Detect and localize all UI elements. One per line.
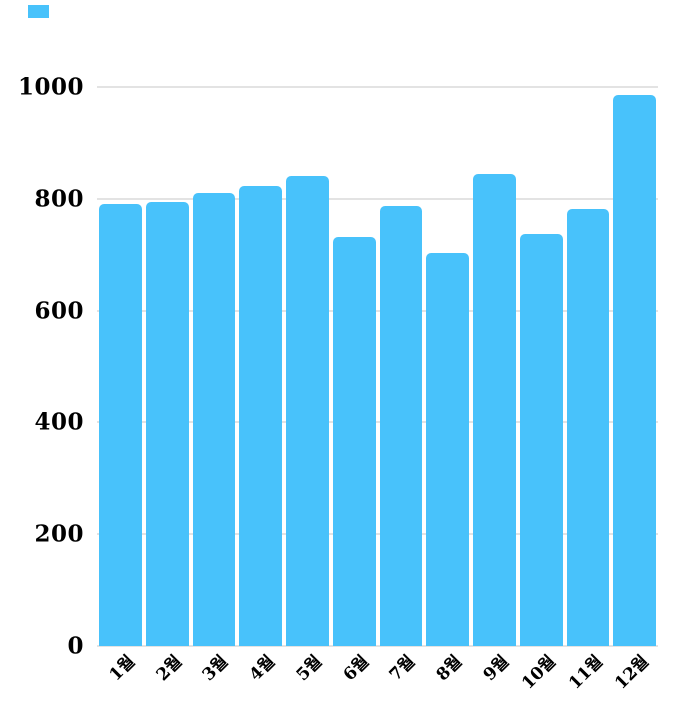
bar-1월 <box>99 204 142 646</box>
x-axis-tick-label: 10월 <box>517 651 560 694</box>
y-axis-tick-label: 0 <box>67 632 84 660</box>
x-axis-tick-label: 9월 <box>479 651 514 686</box>
gridline-800 <box>97 197 658 200</box>
x-axis-tick-label: 3월 <box>199 651 233 686</box>
bar-10월 <box>519 234 563 646</box>
bar-4월 <box>239 185 282 646</box>
x-axis-tick-label: 4월 <box>245 651 280 686</box>
bar-7월 <box>379 206 423 646</box>
bar-8월 <box>426 253 469 646</box>
y-axis: 0 200 400 600 800 1000 <box>0 76 84 658</box>
x-axis-tick-label: 12월 <box>611 651 654 694</box>
x-axis-tick-label: 8월 <box>432 651 467 686</box>
bar-9월 <box>473 174 516 646</box>
bar-2월 <box>145 201 189 646</box>
y-axis-tick-label: 400 <box>34 408 84 436</box>
y-axis-tick-label: 800 <box>34 185 84 213</box>
gridline-0 <box>97 645 658 647</box>
bar-6월 <box>332 237 376 646</box>
bar-5월 <box>286 176 329 646</box>
bar-3월 <box>192 192 236 646</box>
x-axis-tick-label: 2월 <box>152 651 186 686</box>
x-axis-tick-label: 11월 <box>564 651 607 694</box>
x-axis-tick-label: 1월 <box>105 651 140 686</box>
gridline-400 <box>97 421 658 424</box>
y-axis-tick-label: 200 <box>34 520 84 548</box>
x-axis-tick-label: 6월 <box>339 651 373 686</box>
x-axis-tick-label: 5월 <box>292 651 327 686</box>
bar-11월 <box>566 208 610 646</box>
gridline-200 <box>97 533 658 536</box>
x-axis-tick-label: 7월 <box>386 651 420 686</box>
y-axis-tick-label: 1000 <box>17 73 84 101</box>
bar-12월 <box>613 95 656 646</box>
gridline-600 <box>97 309 658 312</box>
plot-area <box>97 86 658 647</box>
gridline-1000 <box>97 86 658 88</box>
y-axis-tick-label: 600 <box>34 297 84 325</box>
legend-swatch <box>28 5 49 18</box>
